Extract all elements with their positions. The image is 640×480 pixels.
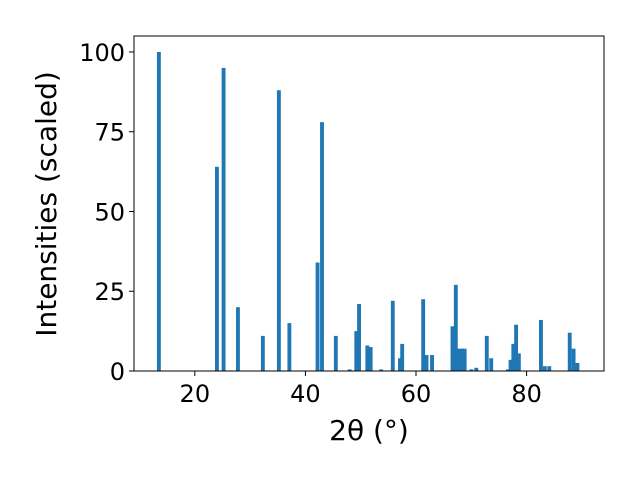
bar [221, 67, 226, 372]
bar [514, 324, 519, 371]
y-tick-label: 75 [94, 119, 125, 147]
x-tick-label: 40 [290, 380, 321, 408]
bar [430, 355, 434, 371]
bar [315, 262, 320, 371]
bar [547, 366, 552, 371]
x-axis: 20 40 60 80 [180, 371, 542, 408]
bar [474, 367, 479, 371]
y-axis: 0 25 50 75 100 [79, 39, 134, 386]
bar [379, 369, 384, 371]
x-tick-label: 60 [401, 380, 432, 408]
bar [456, 348, 461, 371]
y-tick-label: 50 [94, 198, 125, 226]
plot-frame [133, 35, 605, 372]
bar [469, 369, 474, 371]
bar [347, 369, 352, 371]
y-axis-label: Intensities (scaled) [30, 71, 63, 337]
x-tick-label: 20 [180, 380, 211, 408]
bar [400, 343, 405, 371]
bar [424, 355, 429, 371]
bar [571, 348, 576, 371]
bar [390, 300, 395, 371]
bar [260, 335, 265, 371]
bar [368, 347, 373, 371]
bar [453, 284, 458, 371]
bar [459, 348, 464, 371]
y-tick-label: 25 [94, 278, 125, 306]
bar [333, 335, 338, 371]
bar [421, 299, 426, 371]
bar [354, 331, 359, 371]
bar [276, 90, 281, 371]
bar [287, 323, 292, 371]
bar [398, 358, 402, 371]
bar [542, 366, 547, 371]
bar [462, 348, 467, 371]
bar [508, 359, 513, 371]
bar [516, 353, 521, 371]
bar [575, 363, 580, 371]
bar [156, 51, 161, 371]
bar [489, 358, 494, 371]
x-tick-label: 80 [511, 380, 542, 408]
bar [236, 307, 240, 371]
x-axis-label: 2θ (°) [329, 414, 409, 447]
bar [357, 304, 361, 371]
bar [567, 332, 572, 371]
bar [505, 369, 510, 371]
bar [484, 335, 489, 371]
bar [320, 122, 324, 372]
y-tick-label: 0 [110, 358, 125, 386]
bar [511, 343, 516, 371]
bar [450, 326, 455, 371]
bar-series [156, 51, 580, 372]
bar [215, 166, 219, 371]
bar [365, 345, 370, 371]
y-tick-label: 100 [79, 39, 125, 67]
bar [539, 319, 543, 371]
